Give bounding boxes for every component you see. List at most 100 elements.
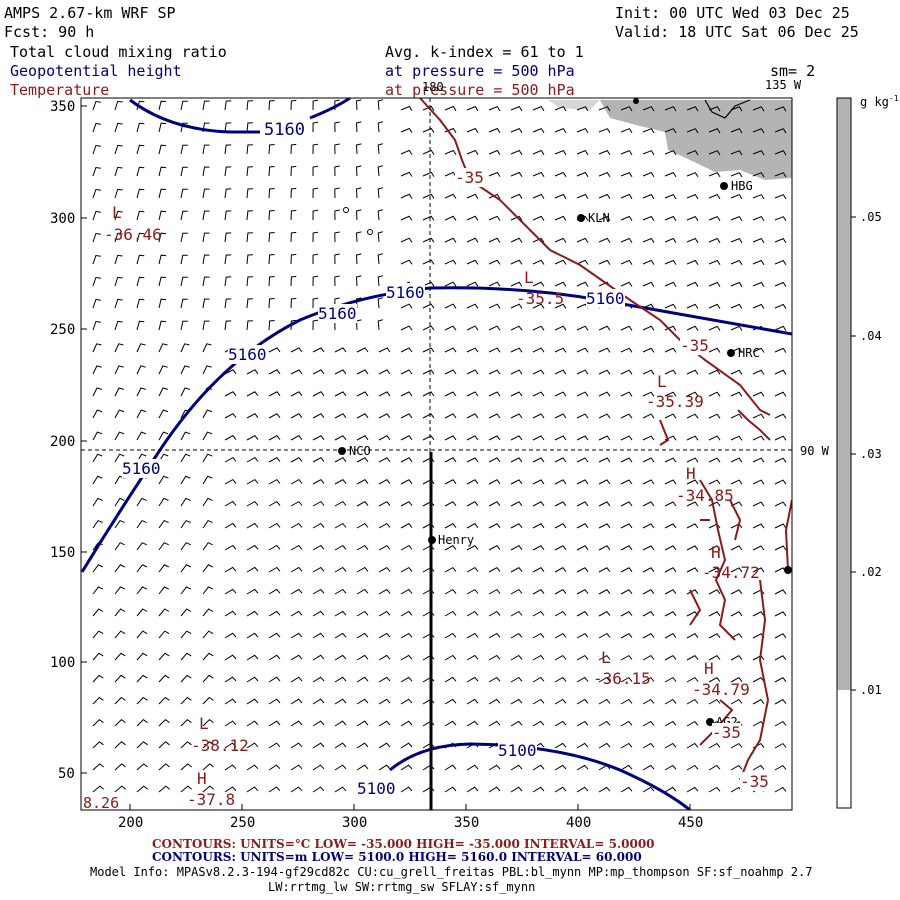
station-label-kln[interactable]: KLN	[588, 211, 610, 225]
wind-barb	[268, 500, 281, 507]
wind-barb	[664, 633, 677, 639]
colorbar-tick: .03	[860, 447, 882, 461]
wind-barb	[312, 632, 325, 639]
wind-barb	[510, 764, 523, 771]
wind-barb	[422, 369, 435, 375]
wind-barb	[114, 453, 125, 463]
wind-barb	[510, 567, 523, 573]
wind-barb	[444, 698, 457, 705]
wind-barb	[554, 281, 567, 287]
wind-barb	[554, 610, 567, 617]
station-top-marker[interactable]	[633, 98, 639, 104]
wind-barb	[752, 611, 765, 617]
wind-barb	[620, 720, 633, 727]
wind-barb	[400, 237, 413, 243]
wind-barb	[444, 325, 457, 331]
wind-barb	[202, 144, 210, 155]
wind-barb	[356, 391, 369, 397]
station-nco-marker[interactable]	[338, 447, 346, 455]
wind-barb	[620, 106, 633, 112]
wind-barb	[620, 391, 633, 397]
wind-barb	[202, 453, 213, 463]
wind-barb	[664, 698, 677, 705]
station-hbg-marker[interactable]	[720, 182, 728, 190]
wind-barb	[290, 297, 297, 309]
station-edge-marker[interactable]	[784, 566, 792, 574]
wind-barb	[334, 209, 340, 221]
wind-barb	[224, 588, 237, 595]
low-value: -35.39	[646, 392, 704, 411]
wind-barb	[377, 99, 384, 111]
station-label-henry[interactable]: Henry	[438, 533, 475, 547]
wind-barb	[246, 100, 253, 111]
wind-barb	[158, 409, 169, 419]
wind-barb	[180, 365, 190, 375]
wind-barb	[158, 475, 169, 485]
wind-barb	[774, 391, 787, 397]
wind-barb	[114, 431, 125, 441]
station-hrc-marker[interactable]	[727, 349, 735, 357]
wind-barb	[730, 281, 743, 287]
wind-barb	[642, 479, 655, 485]
wind-barb	[356, 566, 369, 573]
calm-circle	[343, 207, 349, 213]
wind-barb	[400, 193, 413, 199]
wind-barb	[642, 435, 655, 441]
wind-barb	[730, 523, 743, 529]
wind-barb	[532, 567, 545, 573]
wind-barb	[158, 276, 167, 287]
lon-label-90w: 90 W	[800, 444, 829, 458]
wind-barb	[598, 347, 611, 353]
wind-barb	[378, 566, 391, 573]
wind-barb	[290, 253, 297, 265]
wind-barb	[312, 347, 325, 353]
wind-barb	[136, 542, 147, 551]
station-kln-marker[interactable]	[577, 214, 585, 222]
wind-barb	[334, 522, 347, 529]
wind-barb	[708, 698, 721, 705]
wind-barb	[488, 171, 501, 177]
wind-barb	[510, 720, 523, 727]
wind-barb	[400, 786, 413, 793]
wind-barb	[532, 764, 545, 771]
wind-barb	[576, 149, 589, 156]
wind-barb	[224, 122, 232, 133]
wind-barb	[224, 500, 237, 507]
wind-barb	[92, 763, 104, 771]
station-label-hrc[interactable]: HRC	[738, 346, 760, 360]
wind-barb	[114, 144, 123, 155]
wind-barb	[510, 347, 523, 353]
wind-barb	[136, 122, 145, 133]
wind-barb	[488, 127, 501, 134]
wind-barb	[158, 630, 170, 639]
wind-barb	[224, 320, 232, 331]
station-label-hbg[interactable]: HBG	[731, 179, 753, 193]
wind-barb	[730, 457, 743, 463]
wind-barb	[114, 232, 123, 243]
wind-barb	[312, 720, 325, 727]
wind-barb	[400, 303, 413, 309]
wind-barb	[774, 259, 787, 266]
height-contour-label: 5100	[357, 779, 396, 798]
wind-barb	[620, 237, 633, 243]
wind-barb	[774, 589, 787, 595]
wind-barb	[334, 187, 340, 199]
wind-barb	[510, 632, 523, 639]
wind-barb	[312, 435, 325, 441]
wind-barb	[158, 497, 169, 507]
wind-barb	[312, 522, 325, 529]
wind-barb	[290, 143, 297, 155]
wind-barb	[642, 369, 655, 375]
station-henry-marker[interactable]	[428, 536, 436, 544]
wind-barb	[444, 259, 457, 265]
wind-barb	[466, 105, 479, 112]
wind-barb	[114, 122, 123, 133]
wind-barb	[400, 698, 413, 705]
wind-barb	[355, 187, 362, 199]
wind-barb	[334, 457, 347, 463]
station-label-nco[interactable]: NCO	[349, 444, 371, 458]
wind-barb	[202, 254, 210, 265]
wind-barb	[488, 193, 501, 199]
wind-barb	[444, 237, 457, 243]
wind-barb	[488, 632, 501, 639]
